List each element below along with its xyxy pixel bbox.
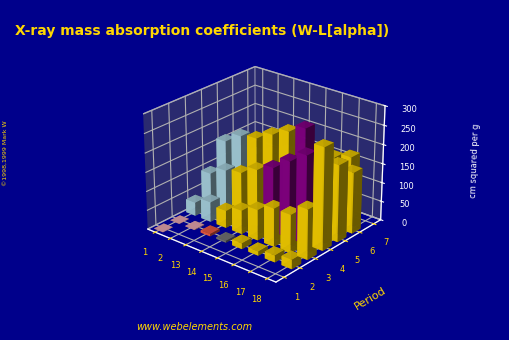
Text: ©1998,1999 Mark W: ©1998,1999 Mark W — [3, 120, 8, 186]
Text: www.webelements.com: www.webelements.com — [135, 322, 251, 332]
Y-axis label: Period: Period — [352, 286, 387, 312]
Text: X-ray mass absorption coefficients (W-L[alpha]): X-ray mass absorption coefficients (W-L[… — [15, 24, 389, 38]
